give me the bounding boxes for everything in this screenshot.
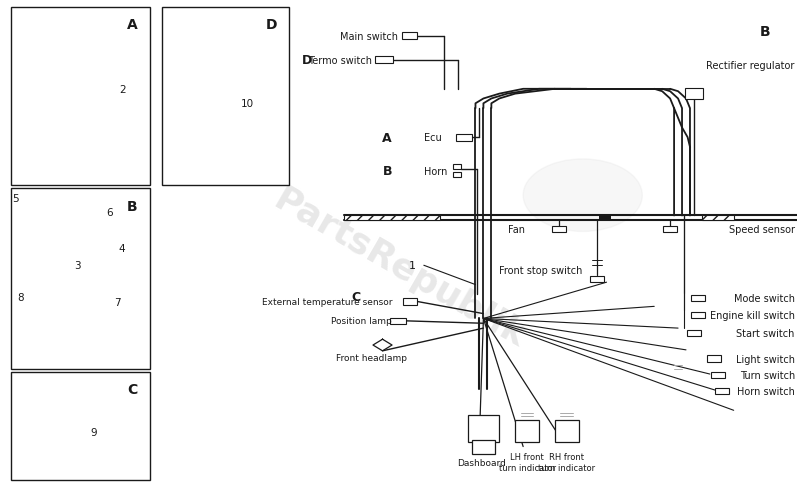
Text: RH front
turn indicator: RH front turn indicator [538, 452, 595, 472]
Bar [690, 312, 705, 319]
Bar [690, 295, 705, 301]
Text: Position lamp: Position lamp [331, 317, 392, 325]
Text: Turn switch: Turn switch [739, 370, 795, 380]
Bar [598, 216, 610, 220]
Text: Speed sensor: Speed sensor [729, 224, 795, 235]
Bar [454, 173, 461, 178]
Bar [686, 89, 702, 100]
Bar [555, 420, 578, 442]
Text: Light switch: Light switch [736, 354, 795, 364]
Bar [10, 372, 150, 480]
Text: 7: 7 [114, 297, 121, 307]
Text: Main switch: Main switch [340, 32, 398, 41]
Bar [467, 415, 499, 442]
Bar [10, 188, 150, 369]
Text: Engine kill switch: Engine kill switch [710, 310, 795, 321]
Bar [590, 276, 604, 283]
Text: 10: 10 [241, 99, 254, 109]
Text: PartsRepublik: PartsRepublik [268, 182, 532, 354]
Circle shape [523, 160, 642, 232]
Text: B: B [760, 25, 770, 39]
Text: Rectifier regulator: Rectifier regulator [706, 61, 795, 70]
Bar [454, 164, 461, 169]
Text: Horn: Horn [424, 166, 447, 177]
Text: C: C [351, 290, 360, 304]
Bar [375, 57, 393, 64]
Text: 5: 5 [12, 193, 19, 203]
Text: 6: 6 [106, 208, 113, 218]
Bar [663, 226, 678, 233]
Bar [515, 420, 539, 442]
Text: 1: 1 [409, 261, 416, 271]
Bar [702, 216, 734, 221]
Text: B: B [127, 199, 138, 213]
Text: Mode switch: Mode switch [734, 293, 795, 303]
Text: 8: 8 [17, 292, 24, 302]
Text: D: D [302, 54, 313, 67]
Text: Termo switch: Termo switch [308, 56, 372, 66]
Text: Start switch: Start switch [737, 328, 795, 338]
Bar [706, 356, 721, 362]
Text: D: D [266, 18, 277, 32]
Text: LH front
turn indicator: LH front turn indicator [498, 452, 556, 472]
Text: Front headlamp: Front headlamp [337, 353, 407, 362]
Text: Fan: Fan [508, 224, 525, 235]
Text: A: A [382, 131, 392, 144]
Bar [710, 372, 725, 378]
Text: Dashboard: Dashboard [458, 458, 506, 467]
Bar [390, 318, 406, 325]
Text: C: C [127, 383, 138, 396]
Text: 9: 9 [90, 427, 97, 437]
Bar [686, 330, 701, 336]
Text: 4: 4 [118, 244, 125, 254]
Bar [714, 388, 729, 394]
Bar [344, 216, 440, 221]
Bar [10, 8, 150, 186]
Bar [162, 8, 289, 186]
Text: B: B [382, 165, 392, 178]
Bar [552, 226, 566, 233]
Text: A: A [127, 18, 138, 32]
Text: External temperature sensor: External temperature sensor [262, 297, 392, 306]
Text: Ecu: Ecu [424, 133, 442, 143]
Bar [402, 33, 418, 40]
Text: 2: 2 [119, 84, 126, 95]
Bar [471, 440, 495, 454]
Bar [456, 135, 471, 141]
Text: 3: 3 [74, 261, 81, 271]
Text: Front stop switch: Front stop switch [499, 265, 582, 276]
Bar [403, 299, 418, 305]
Text: Horn switch: Horn switch [737, 386, 795, 396]
